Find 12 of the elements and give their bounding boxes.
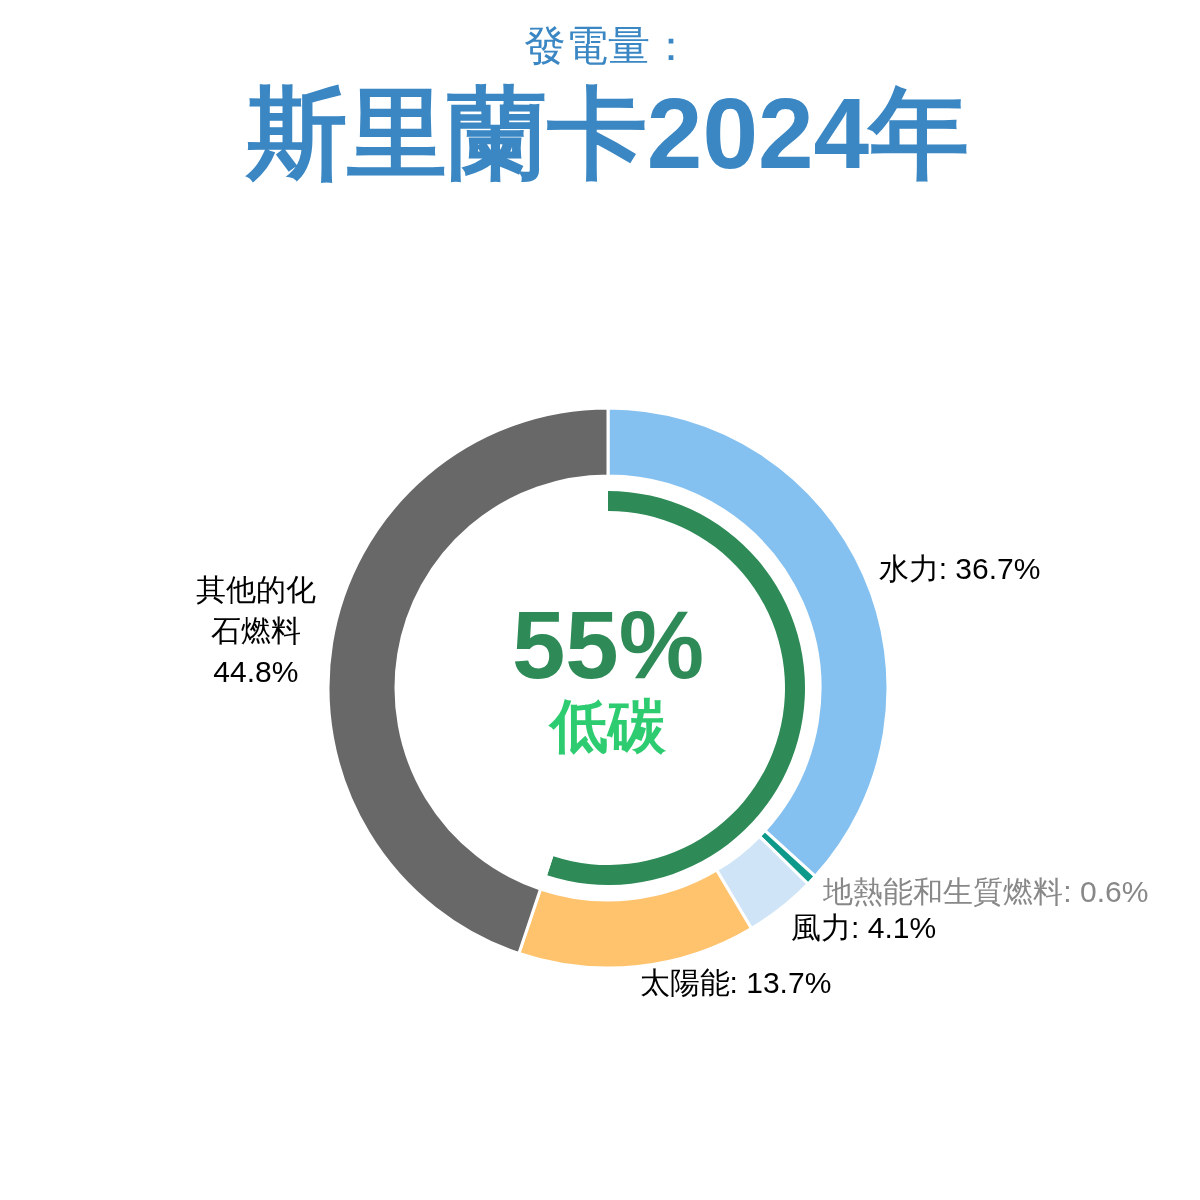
- data-label: : 4.1%: [851, 910, 937, 944]
- chart-title: 斯里蘭卡2024年: [244, 77, 970, 189]
- data-label: : 13.7%: [729, 965, 832, 999]
- slice-label: 水力: [878, 551, 939, 585]
- data-label: : 0.6%: [1063, 874, 1149, 908]
- slice-label: 太陽能: [639, 965, 730, 999]
- slice-label: 其他的化石燃料: [195, 573, 316, 648]
- data-label: 44.8%: [213, 655, 299, 689]
- chart-subtitle: 發電量：: [524, 22, 692, 69]
- data-label: : 36.7%: [938, 551, 1041, 585]
- slice-label: 風力: [791, 910, 852, 944]
- slice-label: 地熱能和生質燃料: [822, 874, 1064, 908]
